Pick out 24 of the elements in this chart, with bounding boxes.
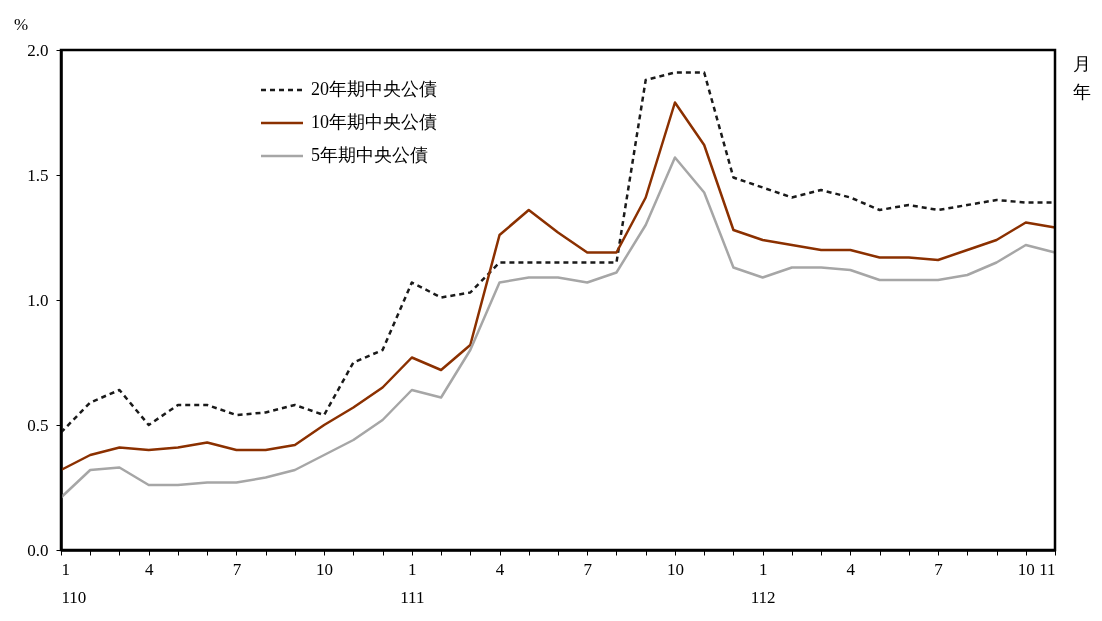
x-tick-label: 1 112 [750, 559, 776, 607]
x-tick-label: 11 [1039, 559, 1056, 579]
legend-label: 20年期中央公債 [311, 79, 437, 99]
x-tick-label: 7 [232, 559, 242, 579]
y-tick-label: 2.0 [27, 40, 49, 60]
x-axis-title: 月年 [1073, 54, 1091, 102]
x-tick-label: 4 [144, 559, 154, 579]
x-tick-label: 1 111 [400, 559, 425, 607]
y-tick-label: 0.5 [27, 415, 49, 435]
x-tick-label: 7 [934, 559, 944, 579]
legend-label: 10年期中央公債 [311, 112, 437, 132]
line-series [59, 101, 1057, 472]
x-tick-label: 1 110 [61, 559, 87, 607]
x-tick-label: 7 [583, 559, 593, 579]
legend-label: 5年期中央公債 [311, 145, 428, 165]
x-tick-label: 10 [1017, 559, 1035, 579]
x-tick-label: 10 [316, 559, 334, 579]
y-tick-label: 1.5 [27, 165, 49, 185]
x-tick-label: 10 [666, 559, 684, 579]
x-tick-label: 4 [846, 559, 856, 579]
x-tick-label: 4 [495, 559, 505, 579]
y-tick-label: 1.0 [27, 290, 49, 310]
y-axis-title: % [13, 15, 29, 34]
y-tick-label: 0.0 [27, 540, 49, 560]
